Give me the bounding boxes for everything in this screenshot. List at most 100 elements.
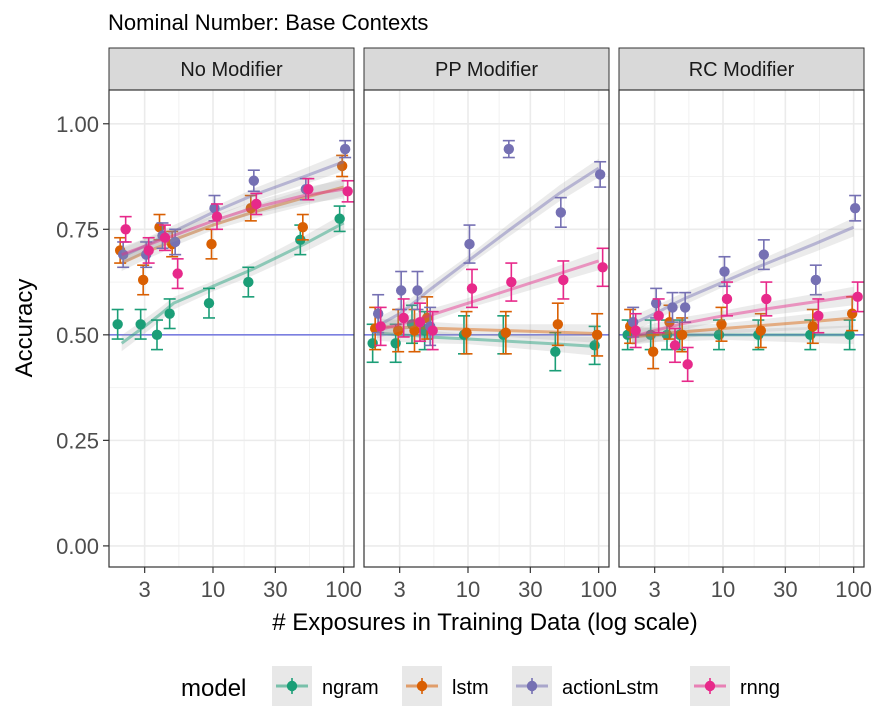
facet-strip-label: No Modifier	[180, 59, 283, 81]
confidence-ribbon	[631, 217, 854, 333]
confidence-ribbon	[631, 286, 854, 345]
data-point	[143, 245, 154, 256]
data-point	[390, 338, 401, 349]
legend-key-point	[286, 680, 298, 692]
panel-rc-modifier: RC Modifier	[618, 47, 865, 568]
data-point	[409, 325, 420, 336]
data-point	[503, 143, 515, 155]
facet-strip-label: PP Modifier	[435, 59, 538, 81]
fit-line	[376, 259, 600, 333]
confidence-ribbon	[121, 179, 344, 263]
data-point	[172, 268, 183, 279]
series-rnng	[119, 177, 354, 290]
data-point	[761, 293, 772, 305]
legend-entry-lstm: lstm	[402, 666, 489, 706]
x-tick-label: 3	[394, 577, 406, 602]
data-point	[500, 327, 512, 338]
data-point	[682, 359, 693, 370]
data-point	[120, 224, 131, 235]
data-point	[810, 274, 822, 286]
series-rnng	[374, 247, 609, 351]
data-point	[137, 274, 149, 286]
data-point	[297, 221, 309, 233]
data-point	[334, 213, 345, 224]
legend-label: ngram	[322, 677, 379, 699]
x-tick-label: 10	[711, 577, 735, 602]
legend: model ngram lstm actionLstm rnng	[181, 666, 780, 706]
data-point	[414, 316, 426, 328]
data-point	[716, 319, 727, 330]
fit-line	[121, 160, 345, 259]
confidence-ribbon	[631, 325, 854, 345]
data-point	[755, 325, 767, 336]
facet-strip	[618, 47, 865, 91]
confidence-ribbon	[121, 213, 344, 352]
data-point	[466, 283, 478, 294]
facet-panels: No Modifier PP Modifier RC Modifier	[108, 47, 865, 568]
data-point	[653, 310, 664, 322]
panel-border	[618, 89, 865, 568]
y-tick-label: 1.00	[56, 112, 99, 137]
confidence-ribbon	[121, 177, 344, 272]
data-point	[591, 329, 603, 341]
fit-line	[631, 294, 854, 339]
y-tick-label: 0.25	[56, 428, 99, 453]
data-point	[248, 175, 260, 186]
data-point	[398, 312, 409, 324]
data-point	[164, 308, 175, 319]
data-point	[135, 319, 146, 330]
legend-key-point	[416, 680, 428, 692]
x-tick-label: 3	[139, 577, 151, 602]
panel-border	[363, 89, 610, 568]
y-axis-title: Accuracy	[11, 279, 38, 378]
data-point	[412, 285, 423, 296]
data-point	[112, 319, 123, 330]
fit-line	[120, 221, 345, 345]
data-point	[721, 293, 733, 305]
data-point	[667, 302, 678, 313]
legend-title: model	[181, 675, 246, 702]
y-tick-label: 0.75	[56, 217, 99, 242]
data-point	[251, 198, 262, 210]
legend-label: actionLstm	[562, 677, 659, 699]
y-axis: 0.00 0.25 0.50 0.75 1.00	[56, 112, 109, 559]
data-point	[117, 249, 129, 260]
data-point	[169, 236, 181, 248]
data-point	[558, 274, 569, 286]
fit-line	[376, 324, 599, 336]
x-tick-label: 30	[518, 577, 542, 602]
data-point	[372, 308, 384, 319]
data-point	[597, 262, 608, 273]
panel-border	[108, 89, 355, 568]
x-axis-title: # Exposures in Training Data (log scale)	[272, 609, 698, 636]
data-point	[464, 238, 475, 250]
legend-label: rnng	[740, 677, 780, 699]
x-tick-label: 30	[263, 577, 287, 602]
data-point	[342, 186, 353, 197]
x-tick-label: 10	[456, 577, 480, 602]
data-point	[813, 310, 824, 322]
x-tick-label: 30	[773, 577, 797, 602]
data-point	[375, 321, 386, 332]
data-point	[336, 160, 348, 172]
fit-line	[376, 331, 599, 349]
data-point	[669, 340, 681, 351]
legend-entry-rnng: rnng	[690, 666, 780, 706]
data-point	[303, 183, 314, 195]
facet-strip-label: RC Modifier	[689, 59, 795, 81]
fit-line	[375, 166, 600, 328]
confidence-ribbon	[376, 158, 599, 335]
data-point	[849, 202, 861, 214]
data-point	[594, 169, 606, 180]
data-point	[392, 325, 404, 336]
panel-background	[364, 90, 609, 567]
x-tick-label: 100	[580, 577, 617, 602]
panel-no-modifier: No Modifier	[108, 47, 355, 568]
data-point	[846, 308, 858, 319]
data-point	[550, 346, 561, 357]
data-point	[852, 291, 863, 303]
data-point	[676, 329, 688, 341]
legend-label: lstm	[452, 677, 489, 699]
data-point	[427, 325, 438, 336]
data-point	[151, 329, 163, 341]
